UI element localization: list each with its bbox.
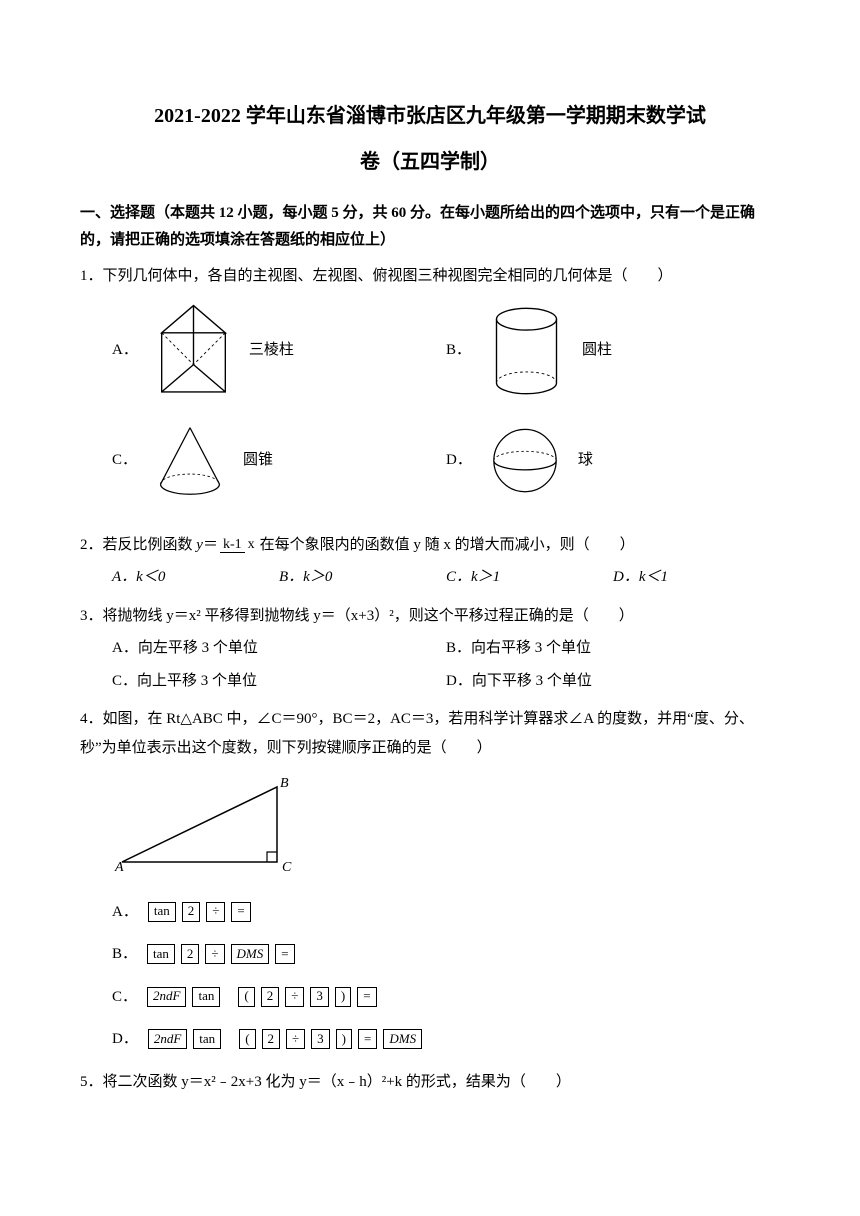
triangle-figure: A B C (112, 772, 780, 888)
exam-title: 2021-2022 学年山东省淄博市张店区九年级第一学期期末数学试 (80, 100, 780, 132)
q2-option-a: A．k＜0 (112, 563, 279, 592)
q1-text: 1．下列几何体中，各自的主视图、左视图、俯视图三种视图完全相同的几何体是（ ） (80, 262, 780, 291)
key-dms: DMS (383, 1029, 422, 1049)
question-4: 4．如图，在 Rt△ABC 中，∠C＝90°，BC＝2，AC＝3，若用科学计算器… (80, 705, 780, 1054)
key-2: 2 (261, 987, 280, 1007)
key-div: ÷ (206, 902, 225, 922)
option-label: D． (446, 446, 472, 475)
key-2ndf: 2ndF (147, 987, 186, 1007)
q4-option-a: A． tan 2 ÷ = (112, 898, 780, 927)
option-label: A． (112, 336, 138, 365)
q1-option-d: D． 球 (446, 421, 780, 501)
key-3: 3 (311, 1029, 330, 1049)
key-eq: = (231, 902, 250, 922)
key-2: 2 (182, 902, 201, 922)
q4-option-c: C． 2ndF tan ( 2 ÷ 3 ) = (112, 983, 780, 1012)
key-tan: tan (192, 987, 220, 1007)
svg-text:C: C (282, 860, 292, 875)
cone-icon (145, 421, 235, 501)
q2-option-d: D．k＜1 (613, 563, 780, 592)
q1-option-a: A． 三棱柱 (112, 301, 446, 401)
question-3: 3．将抛物线 y＝x² 平移得到抛物线 y＝（x+3）²，则这个平移过程正确的是… (80, 602, 780, 696)
q3-option-a: A．向左平移 3 个单位 (112, 634, 446, 663)
key-lparen: ( (239, 1029, 255, 1049)
q3-text: 3．将抛物线 y＝x² 平移得到抛物线 y＝（x+3）²，则这个平移过程正确的是… (80, 602, 780, 631)
q2-option-b: B．k＞0 (279, 563, 446, 592)
q3-option-c: C．向上平移 3 个单位 (112, 667, 446, 696)
key-2: 2 (181, 944, 200, 964)
key-eq: = (358, 1029, 377, 1049)
q5-text: 5．将二次函数 y＝x²﹣2x+3 化为 y＝（x﹣h）²+k 的形式，结果为（… (80, 1068, 780, 1097)
key-dms: DMS (231, 944, 270, 964)
key-eq: = (275, 944, 294, 964)
q3-option-d: D．向下平移 3 个单位 (446, 667, 780, 696)
q4-text: 4．如图，在 Rt△ABC 中，∠C＝90°，BC＝2，AC＝3，若用科学计算器… (80, 705, 780, 762)
section-header: 一、选择题（本题共 12 小题，每小题 5 分，共 60 分。在每小题所给出的四… (80, 200, 780, 254)
svg-text:A: A (114, 860, 124, 875)
q4-option-d: D． 2ndF tan ( 2 ÷ 3 ) = DMS (112, 1025, 780, 1054)
question-5: 5．将二次函数 y＝x²﹣2x+3 化为 y＝（x﹣h）²+k 的形式，结果为（… (80, 1068, 780, 1097)
key-rparen: ) (336, 1029, 352, 1049)
key-tan: tan (193, 1029, 221, 1049)
key-lparen: ( (238, 987, 254, 1007)
key-3: 3 (310, 987, 329, 1007)
shape-name: 圆锥 (243, 446, 273, 475)
shape-name: 球 (578, 446, 593, 475)
shape-name: 三棱柱 (249, 336, 294, 365)
option-label: C． (112, 446, 137, 475)
key-div: ÷ (205, 944, 224, 964)
exam-subtitle: 卷（五四学制） (80, 144, 780, 180)
option-label: B． (446, 336, 471, 365)
q1-option-c: C． 圆锥 (112, 421, 446, 501)
cylinder-icon (479, 301, 574, 401)
q2-text: 2．若反比例函数 y＝k-1x在每个象限内的函数值 y 随 x 的增大而减小，则… (80, 531, 780, 560)
key-div: ÷ (286, 1029, 305, 1049)
q1-option-b: B． 圆柱 (446, 301, 780, 401)
key-2: 2 (262, 1029, 281, 1049)
key-eq: = (357, 987, 376, 1007)
question-1: 1．下列几何体中，各自的主视图、左视图、俯视图三种视图完全相同的几何体是（ ） … (80, 262, 780, 521)
key-rparen: ) (335, 987, 351, 1007)
key-tan: tan (147, 944, 175, 964)
key-div: ÷ (285, 987, 304, 1007)
triangular-prism-icon (146, 301, 241, 401)
key-tan: tan (148, 902, 176, 922)
sphere-icon (480, 421, 570, 501)
question-2: 2．若反比例函数 y＝k-1x在每个象限内的函数值 y 随 x 的增大而减小，则… (80, 531, 780, 592)
q4-option-b: B． tan 2 ÷ DMS = (112, 940, 780, 969)
q3-option-b: B．向右平移 3 个单位 (446, 634, 780, 663)
q2-option-c: C．k＞1 (446, 563, 613, 592)
key-2ndf: 2ndF (148, 1029, 187, 1049)
svg-text:B: B (280, 776, 289, 791)
shape-name: 圆柱 (582, 336, 612, 365)
